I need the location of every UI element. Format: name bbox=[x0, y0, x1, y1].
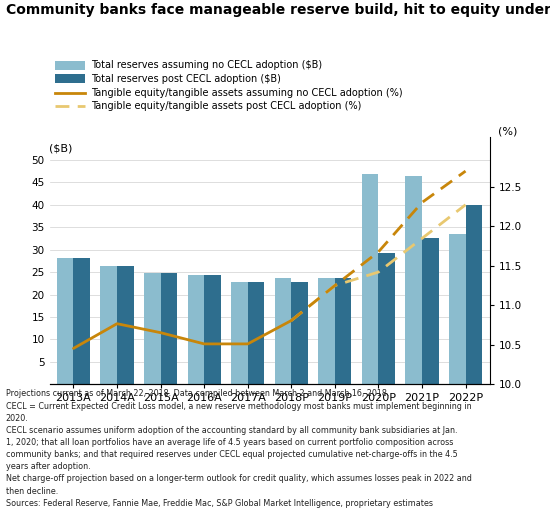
Bar bbox=[292, 282, 308, 384]
Bar bbox=[204, 275, 221, 384]
Bar bbox=[422, 238, 438, 384]
Bar bbox=[362, 174, 378, 384]
Text: Projections current as of March 22, 2018. Data compiled between March 2 and Marc: Projections current as of March 22, 2018… bbox=[6, 389, 471, 509]
Bar bbox=[248, 282, 264, 384]
Bar bbox=[57, 258, 74, 384]
Text: Community banks face manageable reserve build, hit to equity under CECL: Community banks face manageable reserve … bbox=[6, 3, 550, 17]
Bar bbox=[231, 282, 248, 384]
Bar bbox=[144, 273, 161, 384]
Bar bbox=[74, 258, 90, 384]
Bar bbox=[335, 278, 351, 384]
Bar bbox=[188, 275, 204, 384]
Text: ($B): ($B) bbox=[50, 143, 73, 153]
Text: Total reserves assuming no CECL adoption ($B): Total reserves assuming no CECL adoption… bbox=[91, 60, 322, 70]
Text: Total reserves post CECL adoption ($B): Total reserves post CECL adoption ($B) bbox=[91, 74, 280, 84]
Bar bbox=[275, 278, 292, 384]
Bar bbox=[465, 205, 482, 384]
Text: (%): (%) bbox=[498, 126, 517, 136]
Text: Tangible equity/tangible assets assuming no CECL adoption (%): Tangible equity/tangible assets assuming… bbox=[91, 88, 403, 98]
Bar bbox=[161, 273, 177, 384]
Bar bbox=[405, 177, 422, 384]
Bar bbox=[449, 234, 465, 384]
Bar bbox=[318, 278, 335, 384]
Bar bbox=[117, 266, 134, 384]
Text: Tangible equity/tangible assets post CECL adoption (%): Tangible equity/tangible assets post CEC… bbox=[91, 101, 361, 111]
Bar bbox=[378, 253, 395, 384]
Bar bbox=[101, 266, 117, 384]
